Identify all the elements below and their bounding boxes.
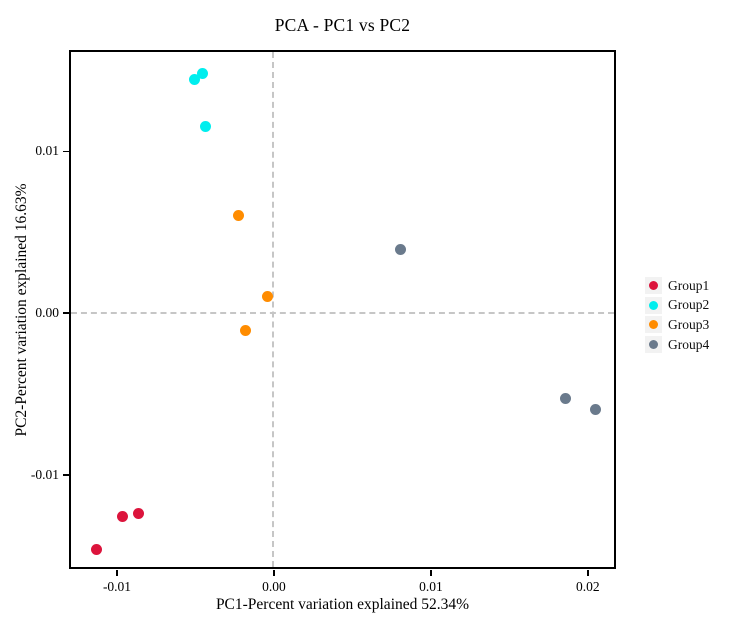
x-axis-tick [587,570,589,576]
y-axis-tick-label: 0.01 [35,143,59,159]
data-point-group2 [189,74,201,86]
x-axis-label: PC1-Percent variation explained 52.34% [215,596,470,613]
legend: Group1 Group2 Group3 Group4 [645,276,709,354]
x-axis-tick-label: 0.01 [419,579,443,594]
legend-label: Group1 [668,277,710,293]
y-axis-tick-label: -0.01 [30,467,59,483]
y-axis-tick [63,312,69,314]
y-axis-tick [63,474,69,476]
data-point-group3 [261,291,273,303]
data-point-group1 [90,543,102,555]
x-axis-tick [273,570,275,576]
data-point-group3 [239,325,251,337]
legend-label: Group2 [668,297,710,313]
y-axis-tick [63,150,69,153]
data-point-group4 [589,404,601,416]
data-point-group1 [117,511,129,523]
legend-dot-icon [649,281,658,291]
legend-label: Group4 [668,336,710,352]
data-point-group3 [233,210,245,222]
chart-title: PCA - PC1 vs PC2 [274,15,411,35]
x-axis-tick-label: 0.00 [262,579,286,594]
x-axis-tick-label: 0.02 [576,579,600,594]
data-point-group4 [559,393,571,405]
legend-item-group3: Group3 [645,315,709,335]
legend-dot-icon [649,300,658,310]
legend-key-background [645,316,662,334]
y-axis-tick-label: 0.00 [35,305,59,321]
legend-item-group1: Group1 [645,276,709,296]
data-point-group1 [132,508,144,520]
legend-key-background [645,336,662,354]
legend-label: Group3 [668,316,710,332]
x-axis-tick [116,570,118,576]
data-point-group2 [200,120,212,132]
x-axis-tick [430,570,432,576]
legend-dot-icon [649,320,658,330]
zero-y-dashed-line [71,311,614,314]
plot-inner-region [71,52,614,567]
zero-x-dashed-line [272,52,275,567]
data-point-group4 [395,244,407,256]
legend-item-group4: Group4 [645,335,709,355]
plot-area [69,50,616,569]
legend-key-background [645,296,662,314]
legend-item-group2: Group2 [645,296,709,316]
x-axis-tick-label: -0.01 [102,579,132,594]
legend-key-background [645,277,662,295]
data-point-group2 [197,67,209,79]
legend-dot-icon [649,340,658,350]
